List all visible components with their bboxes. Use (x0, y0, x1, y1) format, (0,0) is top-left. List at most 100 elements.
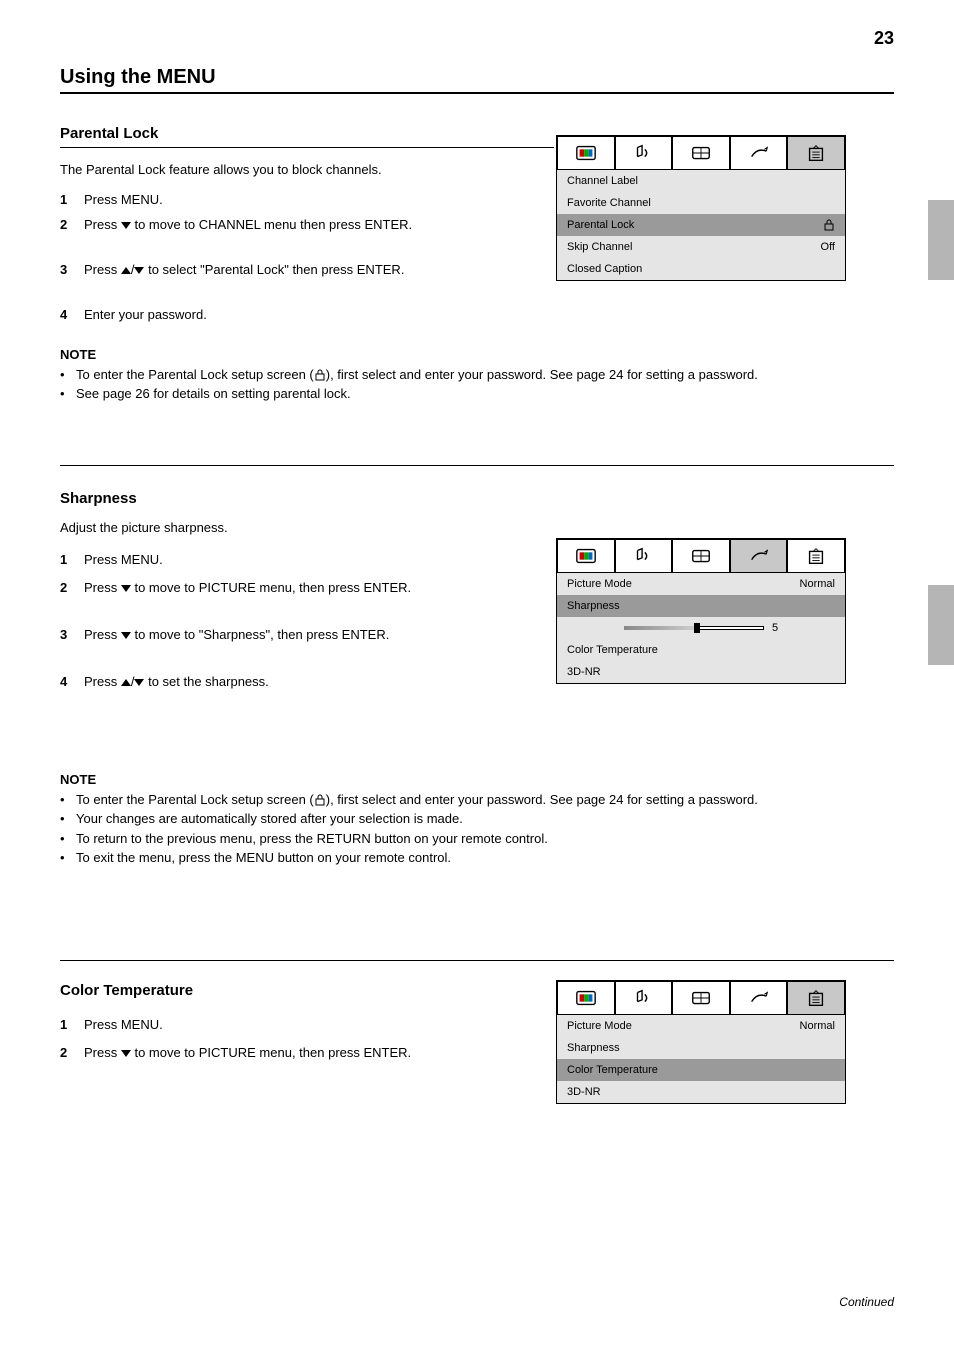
step-number: 2 (60, 578, 74, 598)
sound-icon (632, 988, 654, 1008)
tab-picture[interactable] (557, 981, 615, 1015)
tab-setup[interactable] (730, 981, 788, 1015)
menu-label: Sharpness (567, 1042, 620, 1054)
page-title: Using the MENU (60, 66, 216, 89)
menu-row[interactable]: 3D-NR (557, 661, 845, 683)
menu-tabs (557, 539, 845, 573)
menu-row[interactable]: Favorite Channel (557, 192, 845, 214)
parental-intro: The Parental Lock feature allows you to … (60, 160, 525, 180)
channel-icon (805, 546, 827, 566)
menu-row[interactable]: 3D-NR (557, 1081, 845, 1103)
section-divider (60, 465, 894, 466)
channel-icon (805, 143, 827, 163)
menu-panel-parental: Channel Label Favorite Channel Parental … (556, 135, 846, 281)
step-number: 3 (60, 260, 74, 280)
step-text: Press to move to PICTURE menu, then pres… (84, 578, 411, 598)
section-title-parental: Parental Lock (60, 125, 158, 142)
up-icon (121, 267, 131, 274)
menu-row-selected[interactable]: Sharpness (557, 595, 845, 617)
step-text: Press / to select "Parental Lock" then p… (84, 260, 404, 280)
menu-row-slider[interactable]: 5 (557, 617, 845, 639)
sound-icon (632, 546, 654, 566)
setup-icon (748, 988, 770, 1008)
tab-setup[interactable] (730, 539, 788, 573)
step-number: 4 (60, 305, 74, 325)
page-number: 23 (874, 28, 894, 49)
section-title-colortemp: Color Temperature (60, 982, 193, 999)
tab-picture[interactable] (557, 539, 615, 573)
menu-label: Closed Caption (567, 263, 642, 275)
step-text: Press / to set the sharpness. (84, 672, 269, 692)
step-number: 2 (60, 1043, 74, 1063)
sharpness-step-3: 3 Press to move to "Sharpness", then pre… (60, 625, 525, 645)
sharpness-step-4: 4 Press / to set the sharpness. (60, 672, 525, 692)
tab-channel[interactable] (787, 539, 845, 573)
menu-label: Channel Label (567, 175, 638, 187)
picture-icon (575, 546, 597, 566)
menu-row[interactable]: Closed Caption (557, 258, 845, 280)
menu-label: Favorite Channel (567, 197, 651, 209)
menu-value: Off (821, 241, 835, 253)
setup-icon (748, 143, 770, 163)
sharpness-step-2: 2 Press to move to PICTURE menu, then pr… (60, 578, 525, 598)
menu-label: Color Temperature (567, 644, 658, 656)
lock-icon (314, 794, 326, 806)
colortemp-step-2: 2 Press to move to PICTURE menu, then pr… (60, 1043, 525, 1063)
lock-icon (823, 219, 835, 231)
note-text: See page 26 for details on setting paren… (76, 384, 351, 404)
step-text: Press to move to CHANNEL menu then press… (84, 215, 412, 235)
menu-row[interactable]: Channel Label (557, 170, 845, 192)
tab-screen[interactable] (672, 136, 730, 170)
menu-value (823, 219, 835, 231)
menu-body: Picture ModeNormal Sharpness Color Tempe… (557, 1015, 845, 1103)
tab-screen[interactable] (672, 539, 730, 573)
menu-value: Normal (800, 1020, 835, 1032)
picture-icon (575, 143, 597, 163)
tab-screen[interactable] (672, 981, 730, 1015)
menu-row-selected[interactable]: Color Temperature (557, 1059, 845, 1081)
tab-channel[interactable] (787, 136, 845, 170)
section-rule (60, 147, 554, 148)
tab-sound[interactable] (615, 539, 673, 573)
tab-sound[interactable] (615, 136, 673, 170)
slider-thumb[interactable] (694, 623, 700, 633)
note-text: To enter the Parental Lock setup screen … (76, 365, 758, 385)
menu-tabs (557, 136, 845, 170)
menu-tabs (557, 981, 845, 1015)
picture-icon (575, 988, 597, 1008)
tab-sound[interactable] (615, 981, 673, 1015)
step-text: Press MENU. (84, 190, 163, 210)
side-tab (928, 585, 954, 665)
sharpness-step-1: 1 Press MENU. (60, 550, 525, 570)
menu-label: Color Temperature (567, 1064, 658, 1076)
note-text: Your changes are automatically stored af… (76, 809, 463, 829)
step-text: Press to move to "Sharpness", then press… (84, 625, 389, 645)
parental-note: NOTE •To enter the Parental Lock setup s… (60, 345, 830, 404)
parental-step-1: 1 Press MENU. (60, 190, 525, 210)
step-number: 1 (60, 550, 74, 570)
menu-row[interactable]: Picture ModeNormal (557, 1015, 845, 1037)
section-title-sharpness: Sharpness (60, 490, 137, 507)
menu-label: Skip Channel (567, 241, 632, 253)
sharpness-slider[interactable] (624, 623, 764, 633)
up-icon (121, 679, 131, 686)
step-text: Press MENU. (84, 550, 163, 570)
menu-value: Normal (800, 578, 835, 590)
side-tab (928, 200, 954, 280)
menu-row[interactable]: Picture ModeNormal (557, 573, 845, 595)
tab-setup[interactable] (730, 136, 788, 170)
parental-step-3: 3 Press / to select "Parental Lock" then… (60, 260, 525, 280)
step-number: 1 (60, 190, 74, 210)
slider-value: 5 (772, 622, 778, 634)
tab-channel[interactable] (787, 981, 845, 1015)
menu-row[interactable]: Color Temperature (557, 639, 845, 661)
tab-picture[interactable] (557, 136, 615, 170)
screen-icon (690, 143, 712, 163)
menu-row-selected[interactable]: Parental Lock (557, 214, 845, 236)
menu-row[interactable]: Sharpness (557, 1037, 845, 1059)
menu-row[interactable]: Skip Channel Off (557, 236, 845, 258)
continued-label: Continued (839, 1295, 894, 1309)
step-number: 1 (60, 1015, 74, 1035)
step-text: Press MENU. (84, 1015, 163, 1035)
step-number: 4 (60, 672, 74, 692)
